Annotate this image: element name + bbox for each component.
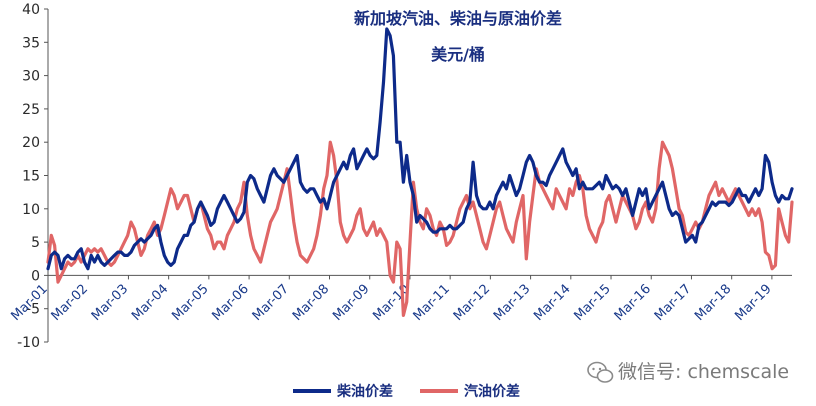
- wechat-icon: [587, 361, 614, 383]
- x-tick-label: Mar-08: [290, 282, 332, 324]
- watermark: 微信号: chemscale: [587, 361, 789, 383]
- x-tick-label: Mar-14: [531, 282, 573, 324]
- x-tick-label: Mar-11: [411, 282, 453, 324]
- x-tick-label: Mar-17: [652, 282, 694, 324]
- y-tick-label: 15: [22, 169, 40, 185]
- chart-subtitle: 美元/桶: [431, 45, 485, 64]
- y-tick-label: 35: [22, 35, 40, 51]
- x-tick-label: Mar-16: [612, 282, 654, 324]
- watermark-text: 微信号: chemscale: [618, 361, 789, 383]
- x-tick-label: Mar-18: [692, 282, 734, 324]
- y-tick-label: -10: [17, 335, 40, 351]
- y-tick-label: -5: [26, 302, 40, 318]
- x-tick-label: Mar-02: [49, 282, 91, 324]
- y-axis: -10 -5 0 5 10 15 20 25 30 35 40: [17, 2, 49, 351]
- x-tick-label: Mar-05: [169, 282, 211, 324]
- y-tick-label: 5: [31, 235, 40, 251]
- y-tick-label: 25: [22, 102, 40, 118]
- x-tick-label: Mar-15: [571, 282, 613, 324]
- x-tick-label: Mar-09: [330, 282, 372, 324]
- legend: 柴油价差 汽油价差: [293, 383, 520, 400]
- plot-lines: [46, 27, 794, 317]
- series-line-gasoline: [46, 140, 794, 317]
- x-tick-label: Mar-07: [250, 282, 292, 324]
- x-tick-label: Mar-12: [451, 282, 493, 324]
- x-tick-label: Mar-13: [491, 282, 533, 324]
- x-tick-label: Mar-06: [210, 282, 252, 324]
- x-tick-label: Mar-19: [732, 282, 774, 324]
- x-tick-label: Mar-03: [89, 282, 131, 324]
- y-tick-label: 0: [31, 268, 40, 284]
- legend-label-diesel: 柴油价差: [336, 383, 393, 400]
- chart-title: 新加坡汽油、柴油与原油价差: [354, 9, 562, 28]
- series-line-diesel: [46, 27, 794, 271]
- y-tick-label: 10: [22, 202, 40, 218]
- y-tick-label: 20: [22, 135, 40, 151]
- y-tick-label: 40: [22, 2, 40, 18]
- legend-label-gasoline: 汽油价差: [464, 383, 520, 400]
- y-tick-label: 30: [22, 69, 40, 85]
- x-tick-label: Mar-04: [129, 282, 171, 324]
